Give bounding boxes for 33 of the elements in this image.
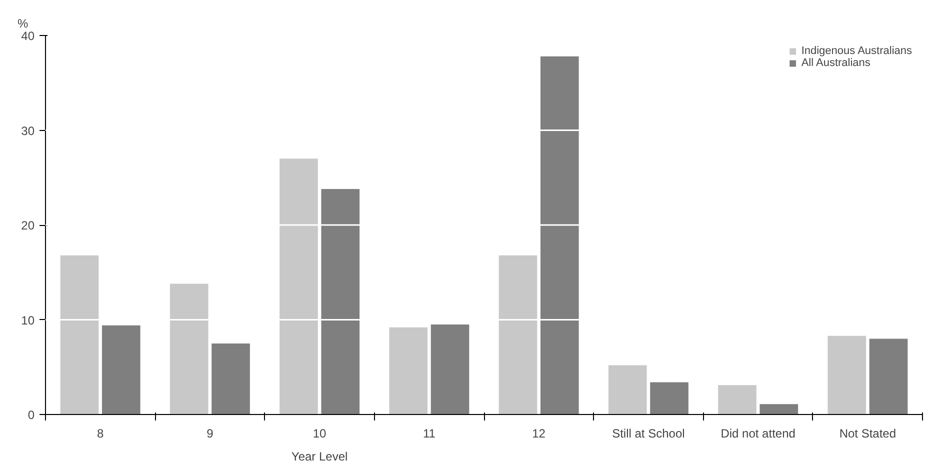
y-tick-label: 10 [21,313,35,328]
y-tick-label: 40 [21,29,35,43]
y-tick-label: 20 [21,218,35,232]
x-tick-label: 8 [96,426,104,440]
bar [430,324,470,414]
bar [321,188,360,414]
bar [170,284,208,414]
legend-label: All Australians [801,57,870,69]
y-tick-label: 30 [21,124,35,138]
x-tick-label: Not Stated [839,426,896,440]
bar [869,338,908,414]
bar [760,404,798,414]
x-tick-label: Did not attend [720,426,796,440]
bar [280,158,318,414]
bar [828,336,866,414]
legend-label: Indigenous Australians [801,45,912,57]
x-tick-label: 12 [532,426,546,440]
bar [650,382,688,414]
x-tick-label: 11 [422,426,436,440]
bar [60,255,99,414]
y-tick-label: 0 [28,408,35,422]
bar [718,385,756,414]
bar [540,56,579,414]
bar [389,327,428,414]
bar [102,325,140,414]
y-axis-title: % [18,16,28,30]
bar [498,255,538,414]
x-tick-label: Still at School [612,426,685,440]
x-tick-label: 10 [312,426,327,440]
text: Year Level [291,450,348,464]
bar [608,365,647,414]
x-tick-label: 9 [206,426,214,440]
bar [212,343,250,414]
